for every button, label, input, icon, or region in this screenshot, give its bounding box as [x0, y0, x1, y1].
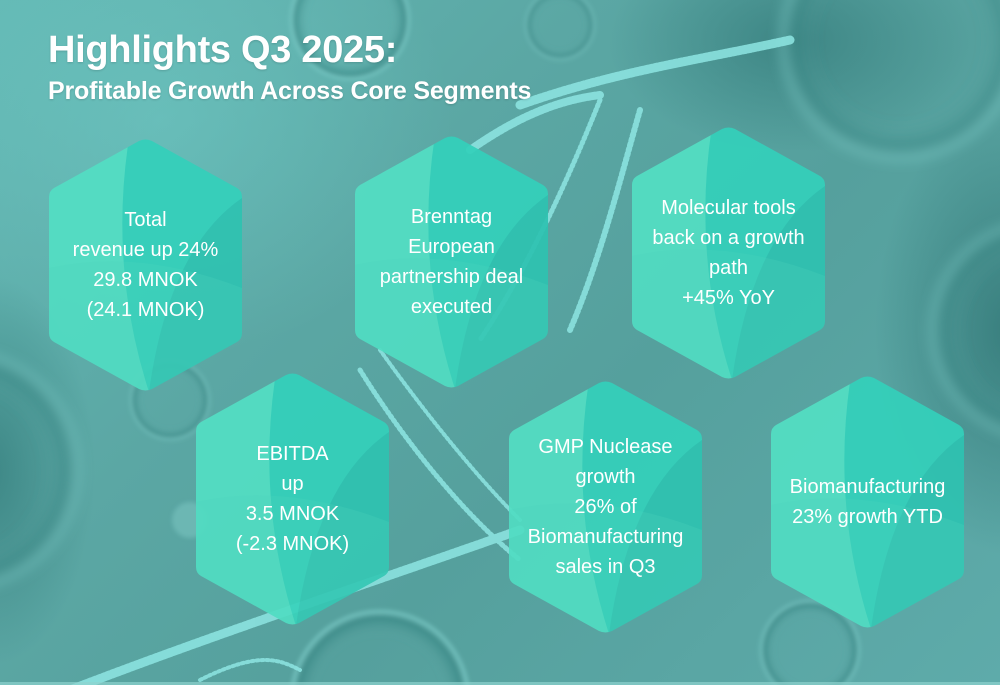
highlight-text: Biomanufacturing 23% growth YTD [789, 476, 946, 528]
highlight-hex-ebitda: EBITDA up 3.5 MNOK (-2.3 MNOK) [196, 372, 389, 626]
highlight-hex-molecular-tools: Molecular tools back on a growth path +4… [632, 126, 825, 380]
highlight-hex-total-revenue: Total revenue up 24% 29.8 MNOK (24.1 MNO… [49, 138, 242, 392]
highlight-hex-brenntag-partnership: Brenntag European partnership deal execu… [355, 135, 548, 389]
hexagon-shape [509, 381, 702, 633]
hexagon-shape [49, 139, 242, 391]
hexagon-shape [771, 376, 964, 628]
title-block: Highlights Q3 2025: Profitable Growth Ac… [48, 28, 531, 106]
page-subtitle: Profitable Growth Across Core Segments [48, 77, 532, 105]
hexagon-shape [355, 136, 548, 388]
highlight-text: GMP Nuclease growth 26% of Biomanufactur… [527, 436, 684, 578]
hexagon-shape [196, 373, 389, 625]
highlight-hex-gmp-nuclease: GMP Nuclease growth 26% of Biomanufactur… [509, 380, 702, 634]
highlight-text: EBITDA up 3.5 MNOK (-2.3 MNOK) [235, 443, 350, 555]
page-title: Highlights Q3 2025: [48, 29, 398, 71]
highlight-hex-biomanufacturing: Biomanufacturing 23% growth YTD [771, 375, 964, 629]
highlight-text: Molecular tools back on a growth path +4… [652, 197, 805, 309]
highlight-text: Brenntag European partnership deal execu… [379, 206, 524, 318]
hexagon-shape [632, 127, 825, 379]
bottom-divider [0, 682, 1000, 685]
highlight-text: Total revenue up 24% 29.8 MNOK (24.1 MNO… [72, 209, 219, 321]
